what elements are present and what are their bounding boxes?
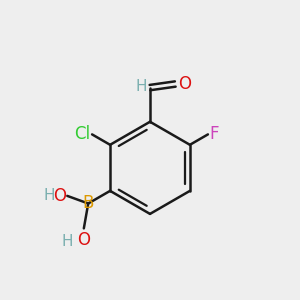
Text: H: H bbox=[136, 79, 147, 94]
Text: O: O bbox=[53, 187, 66, 205]
Text: F: F bbox=[209, 125, 219, 143]
Text: O: O bbox=[178, 75, 190, 93]
Text: H: H bbox=[62, 234, 74, 249]
Text: B: B bbox=[82, 194, 94, 212]
Text: O: O bbox=[77, 231, 90, 249]
Text: Cl: Cl bbox=[74, 125, 91, 143]
Text: H: H bbox=[44, 188, 56, 203]
